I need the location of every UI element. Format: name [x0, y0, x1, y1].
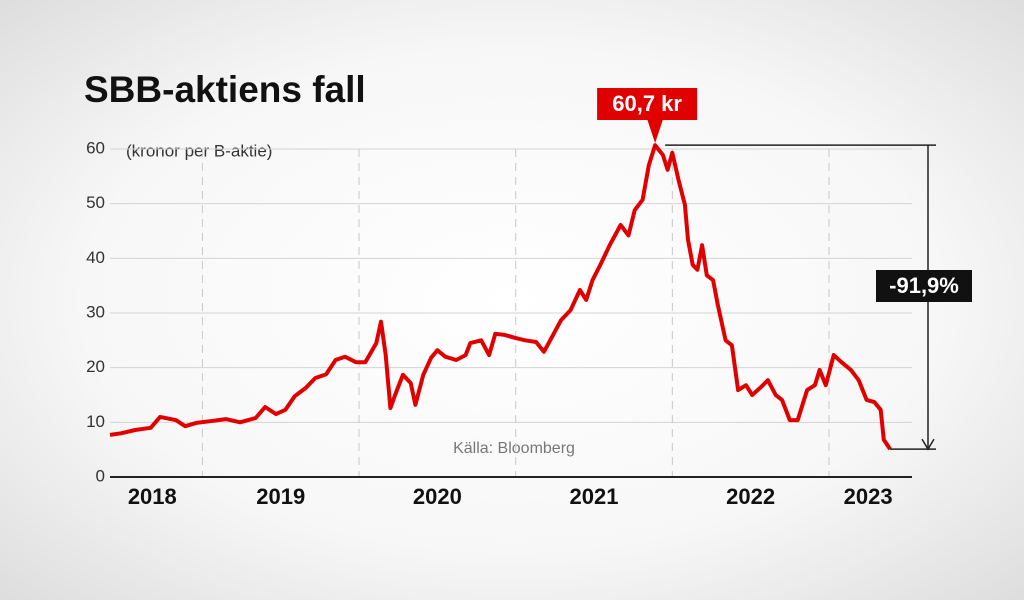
x-tick-label: 2018: [128, 484, 177, 509]
x-tick-label: 2021: [570, 484, 619, 509]
y-tick-label: 40: [86, 248, 105, 267]
y-tick-label: 10: [86, 412, 105, 431]
y-tick-label: 60: [86, 138, 105, 157]
unit-label: (kronor per B-aktie): [126, 141, 272, 160]
peak-label-box: [597, 88, 698, 120]
y-tick-label: 20: [86, 357, 105, 376]
source: Källa: Bloomberg: [453, 440, 575, 457]
peak-pointer: [647, 119, 664, 144]
x-tick-label: 2023: [844, 484, 893, 509]
y-tick-label: 30: [86, 302, 105, 321]
x-tick-label: 2022: [726, 484, 775, 509]
price-line: [109, 143, 892, 451]
y-tick-label: 50: [86, 193, 105, 212]
arrow-head: [921, 438, 935, 451]
chart-title: SBB-aktiens fall: [84, 69, 366, 110]
x-tick-label: 2019: [256, 484, 305, 509]
change-label-box: [876, 270, 972, 302]
change-label: -91,9%: [889, 273, 959, 298]
y-tick-label: 0: [96, 466, 105, 485]
peak-label: 60,7 kr: [612, 91, 682, 116]
x-tick-label: 2020: [413, 484, 462, 509]
